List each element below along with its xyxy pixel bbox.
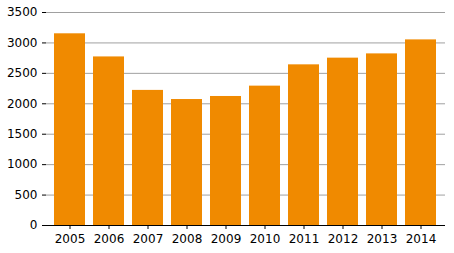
svg-text:2012: 2012: [328, 232, 359, 246]
svg-text:2500: 2500: [7, 66, 38, 80]
svg-text:2006: 2006: [94, 232, 125, 246]
svg-text:3500: 3500: [7, 5, 38, 19]
svg-text:2005: 2005: [55, 232, 86, 246]
svg-text:2007: 2007: [133, 232, 164, 246]
svg-text:2013: 2013: [367, 232, 398, 246]
svg-text:2011: 2011: [289, 232, 320, 246]
svg-text:2010: 2010: [250, 232, 281, 246]
svg-text:2014: 2014: [406, 232, 437, 246]
svg-text:1000: 1000: [7, 157, 38, 171]
svg-text:1500: 1500: [7, 127, 38, 141]
svg-text:500: 500: [15, 188, 38, 202]
svg-text:2000: 2000: [7, 97, 38, 111]
svg-text:2009: 2009: [211, 232, 242, 246]
svg-text:3000: 3000: [7, 36, 38, 50]
svg-text:0: 0: [30, 218, 38, 232]
svg-text:2008: 2008: [172, 232, 203, 246]
